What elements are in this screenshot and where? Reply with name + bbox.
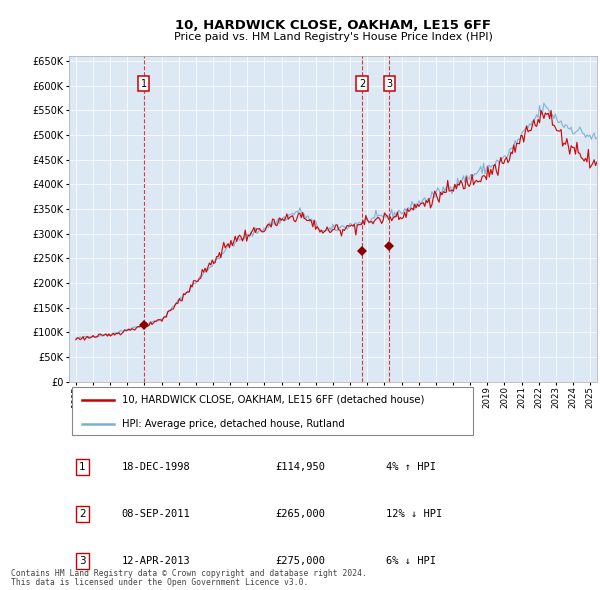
Text: 12% ↓ HPI: 12% ↓ HPI — [386, 509, 442, 519]
Text: Contains HM Land Registry data © Crown copyright and database right 2024.: Contains HM Land Registry data © Crown c… — [11, 569, 367, 578]
Text: 2: 2 — [359, 78, 365, 88]
Text: 10, HARDWICK CLOSE, OAKHAM, LE15 6FF (detached house): 10, HARDWICK CLOSE, OAKHAM, LE15 6FF (de… — [122, 395, 424, 405]
Text: Price paid vs. HM Land Registry's House Price Index (HPI): Price paid vs. HM Land Registry's House … — [173, 32, 493, 41]
Text: This data is licensed under the Open Government Licence v3.0.: This data is licensed under the Open Gov… — [11, 578, 308, 588]
Text: £265,000: £265,000 — [275, 509, 325, 519]
Text: 3: 3 — [79, 556, 86, 566]
Text: £275,000: £275,000 — [275, 556, 325, 566]
Text: 6% ↓ HPI: 6% ↓ HPI — [386, 556, 436, 566]
FancyBboxPatch shape — [71, 388, 473, 435]
Text: 10, HARDWICK CLOSE, OAKHAM, LE15 6FF: 10, HARDWICK CLOSE, OAKHAM, LE15 6FF — [175, 19, 491, 32]
Text: 18-DEC-1998: 18-DEC-1998 — [122, 462, 191, 472]
Text: 2: 2 — [79, 509, 86, 519]
Text: 08-SEP-2011: 08-SEP-2011 — [122, 509, 191, 519]
Text: £114,950: £114,950 — [275, 462, 325, 472]
Text: 12-APR-2013: 12-APR-2013 — [122, 556, 191, 566]
Text: 1: 1 — [79, 462, 86, 472]
Text: 3: 3 — [386, 78, 392, 88]
Text: HPI: Average price, detached house, Rutland: HPI: Average price, detached house, Rutl… — [122, 419, 344, 430]
Text: 4% ↑ HPI: 4% ↑ HPI — [386, 462, 436, 472]
Text: 1: 1 — [140, 78, 147, 88]
